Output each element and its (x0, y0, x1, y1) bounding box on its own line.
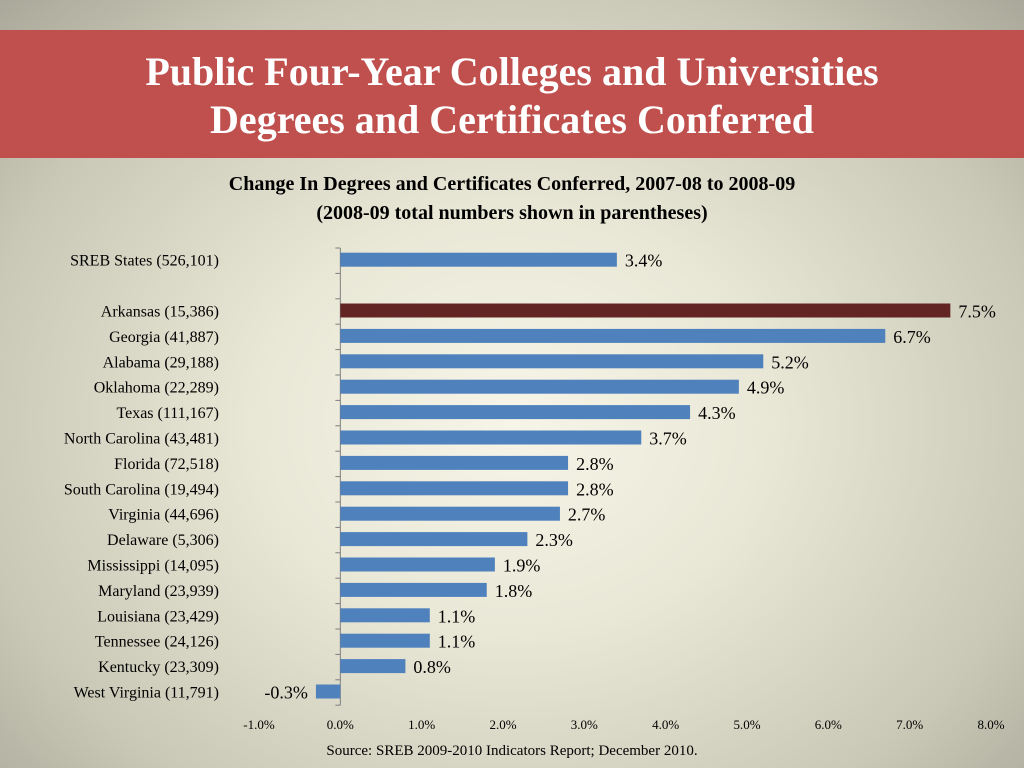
bar (340, 608, 430, 623)
data-label: 3.4% (625, 251, 663, 271)
category-label: Arkansas (15,386) (101, 304, 219, 321)
bar (340, 633, 430, 648)
data-label: 3.7% (649, 429, 687, 449)
bar (340, 481, 569, 496)
category-label: Delaware (5,306) (107, 532, 219, 549)
category-label: North Carolina (43,481) (64, 431, 219, 448)
x-tick-label: 3.0% (571, 717, 598, 732)
data-label: 4.9% (747, 378, 785, 398)
bar (340, 532, 528, 547)
x-tick-label: 8.0% (977, 717, 1004, 732)
data-label: 2.8% (576, 454, 614, 474)
bar (340, 506, 560, 521)
bar (340, 659, 406, 674)
category-label: South Carolina (19,494) (64, 481, 219, 498)
bar (340, 557, 495, 572)
data-label: -0.3% (264, 683, 308, 703)
x-tick-label: 7.0% (896, 717, 923, 732)
x-tick-label: 2.0% (489, 717, 516, 732)
bar (340, 328, 886, 343)
x-tick-label: 4.0% (652, 717, 679, 732)
data-label: 2.3% (535, 530, 573, 550)
x-tick-label: -1.0% (243, 717, 275, 732)
source-note: Source: SREB 2009-2010 Indicators Report… (326, 743, 698, 759)
data-label: 1.8% (495, 581, 533, 601)
category-label: Tennessee (24,126) (95, 634, 219, 651)
bar (340, 379, 739, 394)
chart-title-line-2: (2008-09 total numbers shown in parenthe… (316, 202, 708, 224)
data-label: 2.8% (576, 479, 614, 499)
slide-title-line-1: Public Four-Year Colleges and Universiti… (145, 49, 879, 94)
category-label: SREB States (526,101) (70, 253, 219, 270)
data-label: 7.5% (958, 302, 996, 322)
category-label: Texas (111,167) (116, 405, 219, 422)
category-label: Louisiana (23,429) (97, 608, 219, 625)
data-label: 4.3% (698, 403, 736, 423)
category-label: Maryland (23,939) (98, 583, 219, 600)
category-label: Georgia (41,887) (109, 329, 219, 346)
bar (340, 455, 569, 470)
category-label: Virginia (44,696) (108, 507, 219, 524)
bar (340, 303, 951, 318)
data-label: 0.8% (413, 657, 451, 677)
category-label: West Virginia (11,791) (74, 685, 219, 702)
slide-title-line-2: Degrees and Certificates Conferred (210, 97, 814, 142)
data-label: 1.9% (503, 556, 541, 576)
category-label: Florida (72,518) (114, 456, 219, 473)
bar (340, 354, 764, 369)
data-label: 6.7% (893, 327, 931, 347)
data-label: 5.2% (771, 352, 809, 372)
x-tick-label: 1.0% (408, 717, 435, 732)
bar (340, 405, 691, 420)
x-tick-label: 6.0% (815, 717, 842, 732)
x-tick-label: 0.0% (327, 717, 354, 732)
bar (315, 684, 341, 699)
chart-title: Change In Degrees and Certificates Confe… (0, 170, 1024, 228)
bar (340, 582, 487, 597)
bar (340, 430, 642, 445)
category-label: Kentucky (23,309) (98, 659, 219, 676)
category-label: Mississippi (14,095) (87, 558, 219, 575)
bar (340, 252, 617, 267)
data-label: 1.1% (438, 606, 476, 626)
data-label: 2.7% (568, 505, 606, 525)
chart-title-line-1: Change In Degrees and Certificates Confe… (228, 173, 796, 195)
x-tick-label: 5.0% (733, 717, 760, 732)
data-label: 1.1% (438, 632, 476, 652)
category-label: Oklahoma (22,289) (94, 380, 219, 397)
category-label: Alabama (29,188) (103, 354, 219, 371)
title-banner: Public Four-Year Colleges and Universiti… (0, 30, 1024, 158)
